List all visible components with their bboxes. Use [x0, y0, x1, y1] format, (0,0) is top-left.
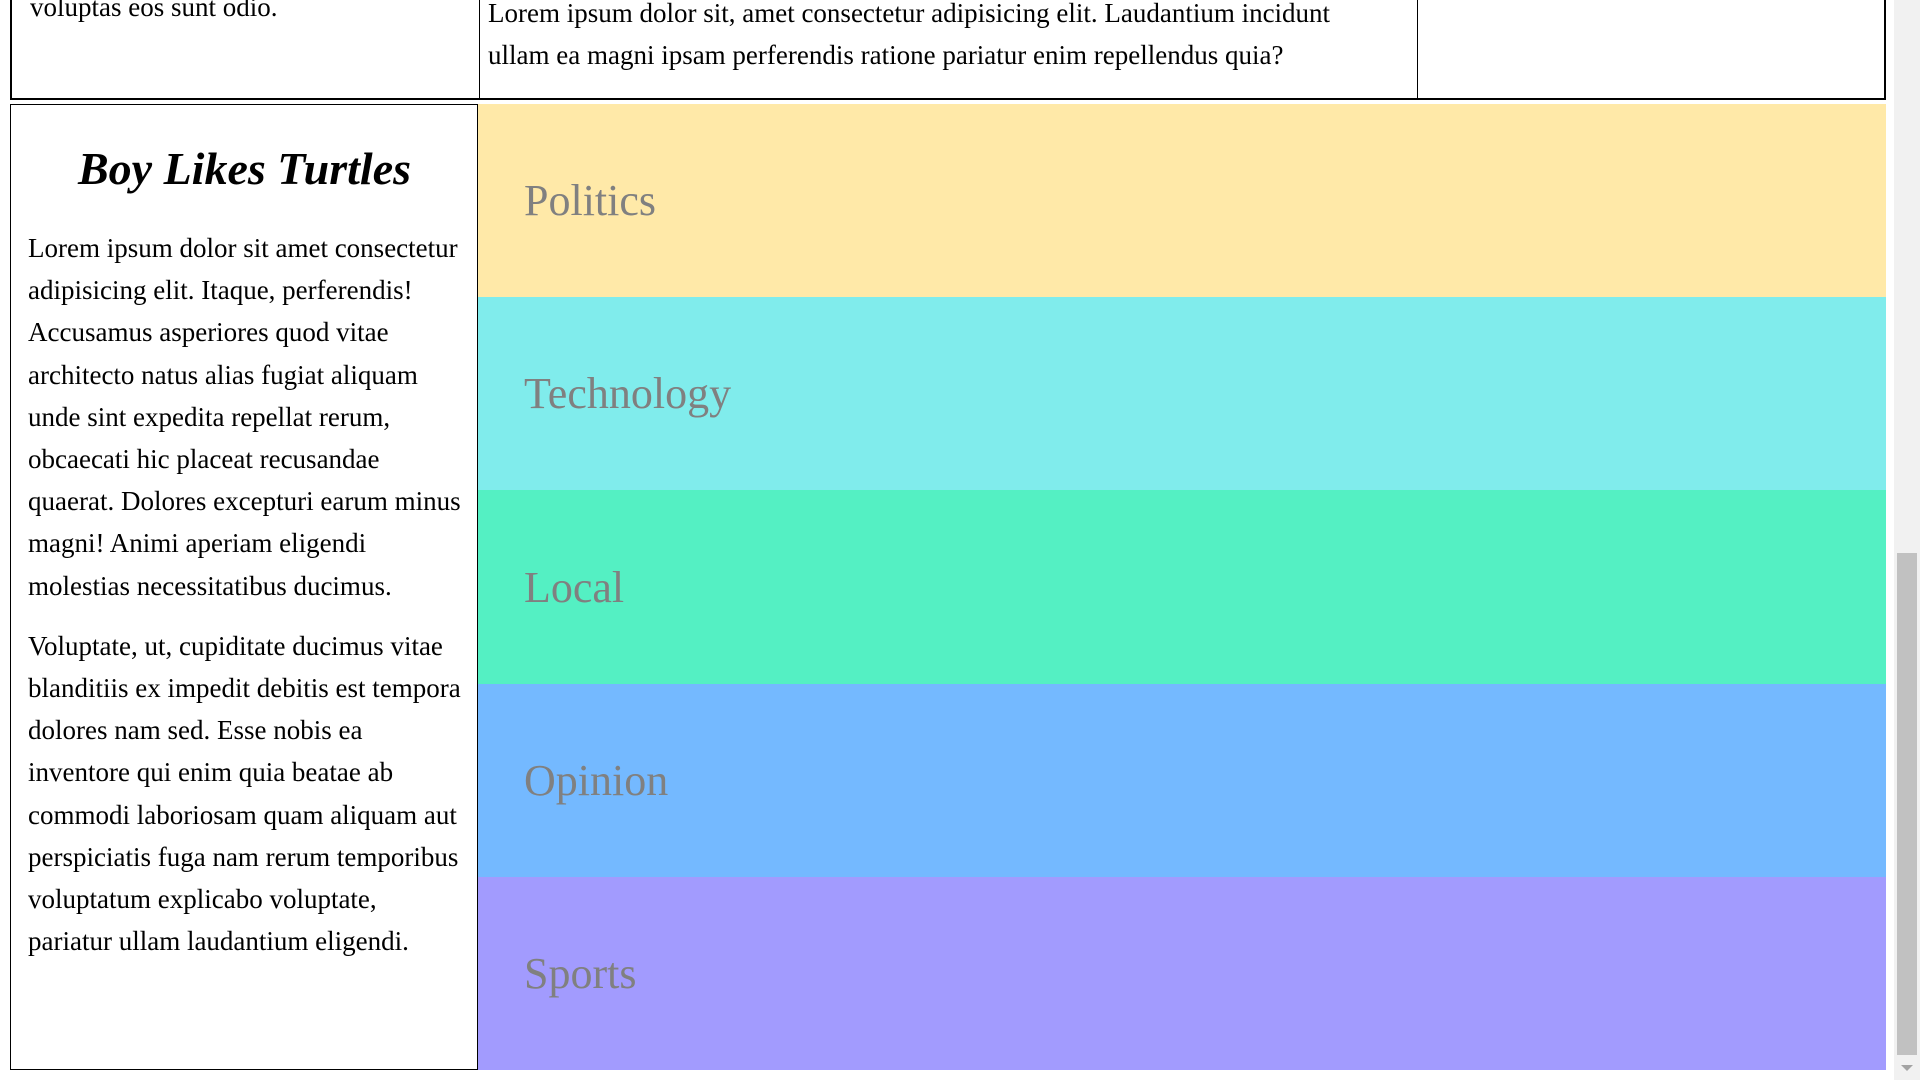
- category-sports[interactable]: Sports: [478, 876, 1886, 1071]
- scroll-down-arrow-icon[interactable]: [1894, 1058, 1920, 1078]
- article-title: Boy Likes Turtles: [77, 143, 412, 194]
- category-label: Opinion: [524, 755, 669, 805]
- article-paragraph: Voluptate, ut, cupiditate ducimus vitae …: [28, 630, 461, 957]
- category-label: Technology: [524, 369, 732, 419]
- category-opinion[interactable]: Opinion: [478, 683, 1886, 877]
- vertical-scrollbar[interactable]: [1894, 0, 1920, 1080]
- table-cell: voluptas eos sunt odio.: [12, 0, 480, 98]
- category-label: Politics: [524, 176, 657, 226]
- top-articles-table: voluptas eos sunt odio. Lorem ipsum dolo…: [10, 0, 1886, 100]
- category-technology[interactable]: Technology: [478, 297, 1886, 491]
- table-cell: Lorem ipsum dolor sit, amet consectetur …: [480, 0, 1418, 98]
- category-local[interactable]: Local: [478, 490, 1886, 684]
- scrollbar-thumb[interactable]: [1897, 553, 1917, 1055]
- cell-text: voluptas eos sunt odio.: [30, 0, 278, 22]
- category-politics[interactable]: Politics: [478, 104, 1886, 298]
- category-label: Local: [524, 562, 625, 612]
- table-cell: [1418, 0, 1884, 98]
- article-column: Boy Likes Turtles Lorem ipsum dolor sit …: [10, 104, 478, 1070]
- category-list: Politics Technology Local Opinion Sports: [478, 104, 1886, 1071]
- cell-text: Lorem ipsum dolor sit, amet consectetur …: [488, 0, 1331, 70]
- article-paragraph: Lorem ipsum dolor sit amet consectetur a…: [28, 233, 461, 601]
- category-label: Sports: [524, 948, 637, 998]
